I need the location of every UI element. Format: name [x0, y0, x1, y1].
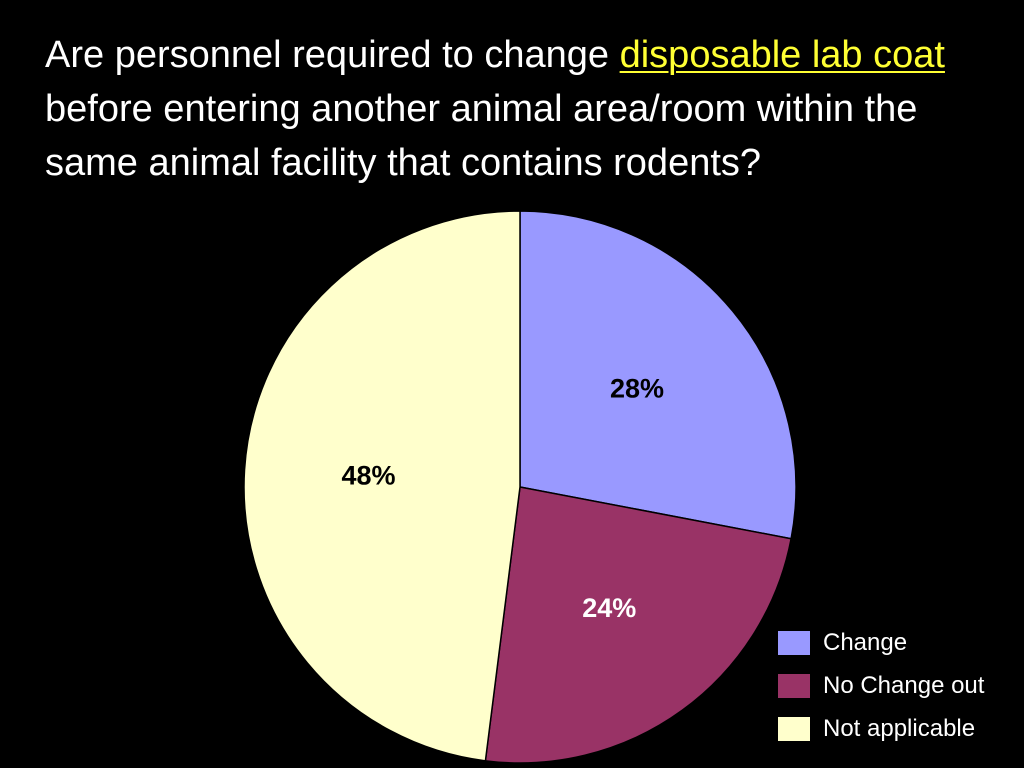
legend-swatch-no-change-out: [777, 672, 811, 699]
pie-label-change: 28%: [610, 373, 664, 403]
pie-slices: [243, 210, 797, 764]
legend-label-change: Change: [823, 628, 908, 656]
legend-label-no-change-out: No Change out: [823, 671, 985, 699]
pie-slice-labels: 28% 24% 48%: [341, 373, 664, 623]
legend-item-not-applicable: Not applicable: [777, 714, 984, 743]
legend-swatch-change: [777, 629, 811, 656]
title-highlight: disposable lab coat: [619, 34, 945, 76]
legend-swatch-not-applicable: [777, 715, 811, 742]
legend-label-not-applicable: Not applicable: [823, 714, 976, 742]
legend-item-change: Change: [777, 628, 984, 657]
title-part-2: before entering another animal area/room…: [45, 88, 918, 184]
chart-legend: Change No Change out Not applicable: [777, 628, 984, 757]
pie-label-no-change-out: 24%: [582, 593, 636, 623]
title-part-1: Are personnel required to change: [45, 34, 620, 76]
chart-title: Are personnel required to change disposa…: [45, 28, 1005, 190]
pie-slice-change: [519, 210, 797, 540]
pie-slice-not-applicable: [243, 210, 521, 762]
pie-slice-no-change-out: [484, 486, 792, 764]
pie-label-not-applicable: 48%: [341, 461, 395, 491]
legend-item-no-change-out: No Change out: [777, 671, 984, 700]
